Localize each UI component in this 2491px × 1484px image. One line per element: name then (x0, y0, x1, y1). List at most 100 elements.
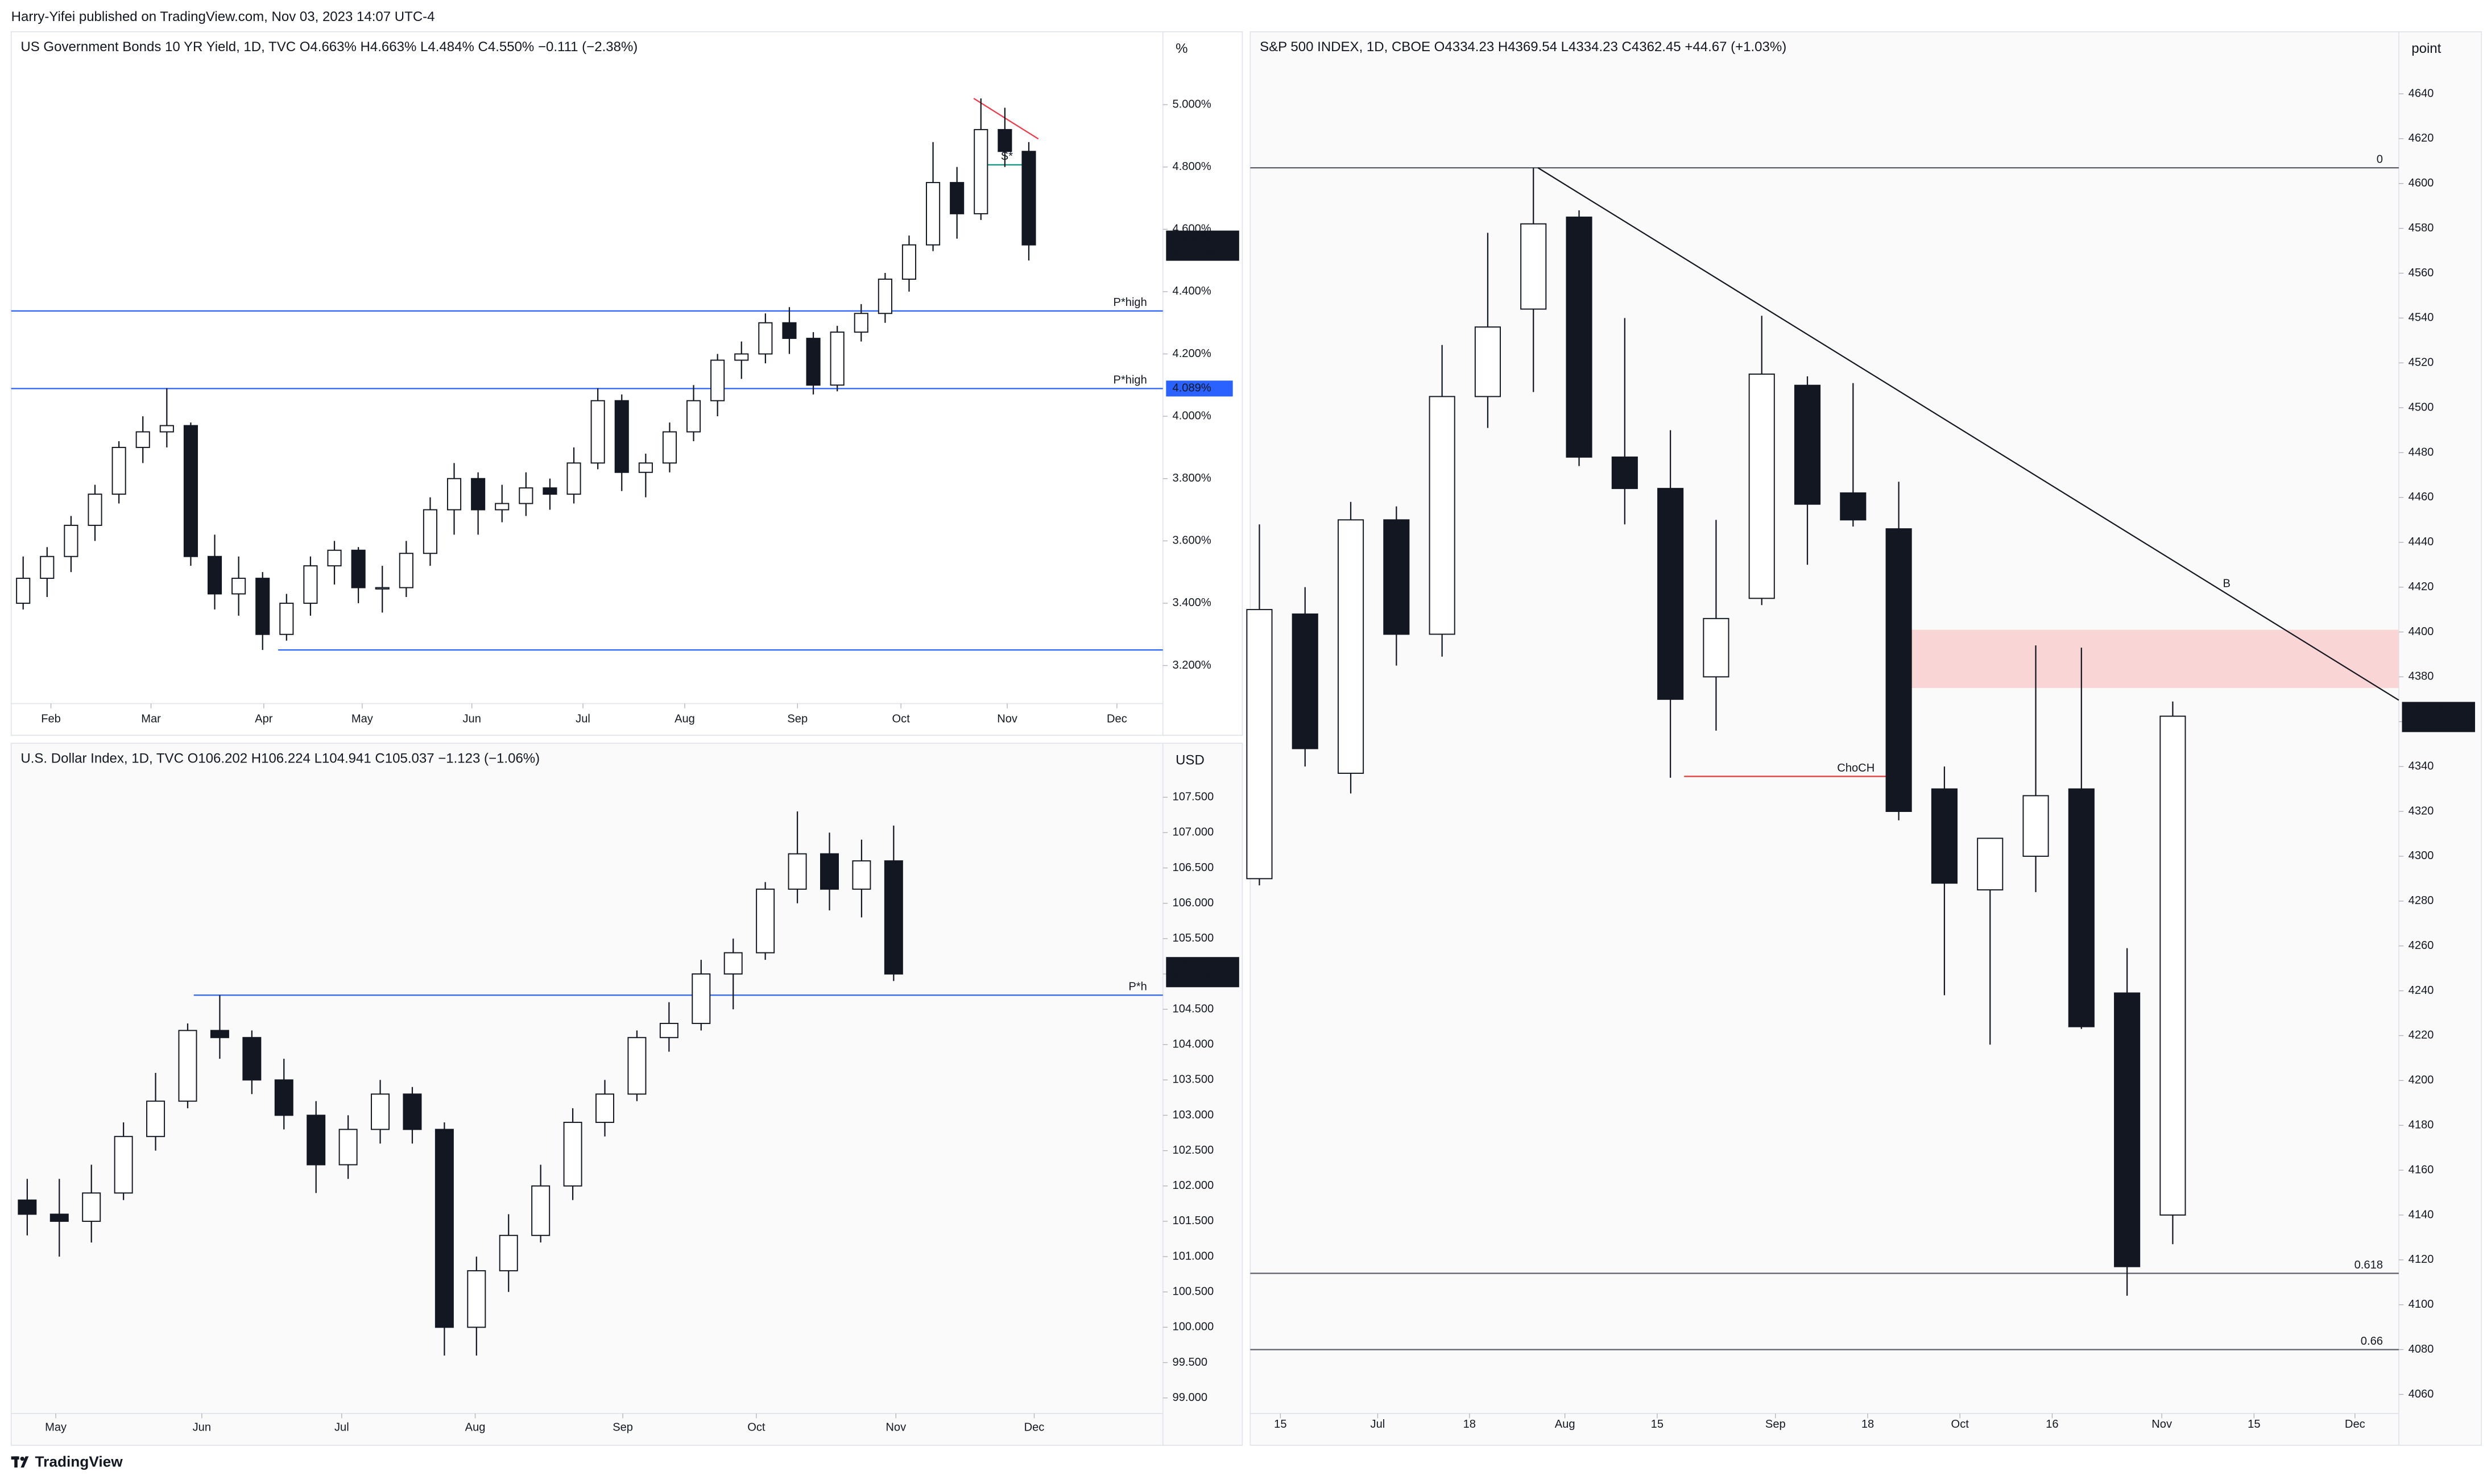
candle-body (327, 549, 342, 567)
axis-unit: % (1176, 41, 1187, 56)
x-tick-label: Jul (334, 1421, 349, 1433)
candle-body (2068, 788, 2095, 1027)
candle-body (662, 431, 677, 464)
y-tick-label: 107.500 (1173, 791, 1214, 803)
zone (1887, 629, 2399, 689)
candle-body (595, 1093, 615, 1123)
chart: US Government Bonds 10 YR Yield, 1D, TVC… (11, 39, 1239, 726)
x-tick-label: Oct (892, 713, 911, 726)
candle-body (446, 478, 462, 511)
candle-body (563, 1121, 582, 1187)
level-label: P*high (1114, 374, 1147, 387)
candle-body (1611, 456, 1638, 490)
candle-body (183, 425, 198, 557)
last-price-tag (2402, 702, 2475, 732)
candle-body (2159, 715, 2186, 1216)
y-tick-label: 99.500 (1173, 1356, 1208, 1369)
countdown-label: 02:07:44 (2409, 716, 2453, 729)
candle-body (375, 587, 390, 590)
x-tick-label: 15 (2248, 1418, 2260, 1431)
y-tick-label: 4100 (2409, 1298, 2434, 1311)
level-label: P*high (1114, 296, 1147, 309)
y-tick-label: 4380 (2409, 670, 2434, 683)
y-tick-label: 4600 (2409, 177, 2434, 189)
candle-body (884, 860, 903, 975)
candle-body (1657, 488, 1684, 700)
x-tick-label: Apr (255, 713, 273, 726)
level-label: S* (1001, 150, 1013, 163)
candle-body (88, 494, 102, 526)
y-tick-label: 101.000 (1173, 1250, 1214, 1262)
candle-body (926, 182, 941, 246)
candle-body (1337, 519, 1364, 774)
last-price-tag (1166, 230, 1239, 261)
y-tick-label: 102.500 (1173, 1144, 1214, 1156)
countdown-label: 04:52:44 (1173, 972, 1217, 984)
x-tick-label: Nov (997, 713, 1017, 726)
candle-body (1840, 492, 1867, 521)
candle-body (2114, 992, 2141, 1267)
candle-body (207, 556, 222, 595)
x-tick-label: 18 (1463, 1418, 1476, 1431)
y-tick-label: 101.500 (1173, 1214, 1214, 1227)
level-label: P*h (1128, 981, 1147, 993)
candle-body (242, 1037, 262, 1081)
y-tick-label: 4440 (2409, 536, 2434, 548)
candle-body (159, 425, 174, 433)
y-tick-label: 4.400% (1173, 285, 1211, 297)
candle-body (303, 565, 318, 604)
candle-body (1429, 396, 1455, 635)
candle-body (371, 1093, 390, 1130)
candle-body (146, 1100, 165, 1137)
panel (10, 743, 1243, 1446)
candle-body (178, 1030, 197, 1102)
candle-body (950, 182, 965, 214)
y-tick-label: 100.000 (1173, 1321, 1214, 1333)
x-tick-label: Dec (2345, 1418, 2365, 1431)
y-tick-label: 106.000 (1173, 897, 1214, 909)
candle-body (590, 400, 605, 464)
candle-body (49, 1213, 69, 1222)
candle-body (423, 509, 437, 554)
candle-body (820, 853, 839, 890)
x-tick-label: Dec (1107, 713, 1127, 726)
y-tick-label: 4.200% (1173, 347, 1211, 360)
candle-body (1520, 223, 1547, 310)
y-tick-label: 4200 (2409, 1074, 2434, 1087)
panel (10, 31, 1243, 736)
level-label: ChoCH (1837, 762, 1875, 774)
y-tick-label: 4160 (2409, 1163, 2434, 1176)
candle-body (830, 331, 845, 386)
header: Harry-Yifei published on TradingView.com… (11, 9, 435, 24)
y-tick-label: 104.000 (1173, 1038, 1214, 1051)
candle-body (1794, 384, 1821, 505)
x-tick-label: Oct (1951, 1418, 1969, 1431)
candle-body (782, 322, 797, 339)
candle-body (878, 278, 892, 314)
candle-body (1885, 528, 1912, 813)
candle-body (758, 322, 773, 355)
x-tick-label: Oct (747, 1421, 765, 1433)
candle-body (543, 487, 557, 495)
y-tick-label: 4220 (2409, 1029, 2434, 1042)
chart: U.S. Dollar Index, 1D, TVC O106.202 H106… (18, 751, 1239, 1433)
candle-body (788, 853, 807, 890)
candle-body (901, 244, 917, 280)
countdown-label: 02:52:44 (1173, 246, 1217, 258)
last-price-label: 4.550% (1173, 231, 1211, 243)
chart-title: S&P 500 INDEX, 1D, CBOE O4334.23 H4369.5… (1260, 39, 1786, 55)
candle-body (723, 952, 743, 975)
candle-body (279, 602, 294, 635)
y-tick-label: 4560 (2409, 267, 2434, 279)
candle-body (435, 1129, 454, 1328)
x-tick-label: Aug (675, 713, 695, 726)
y-tick-label: 4320 (2409, 805, 2434, 817)
y-tick-label: 100.500 (1173, 1286, 1214, 1298)
last-price-label: 4362.45 (2409, 702, 2450, 715)
y-tick-label: 105.500 (1173, 932, 1214, 944)
y-tick-label: 4180 (2409, 1118, 2434, 1131)
y-tick-label: 5.000% (1173, 98, 1211, 110)
candle-body (1021, 151, 1036, 246)
